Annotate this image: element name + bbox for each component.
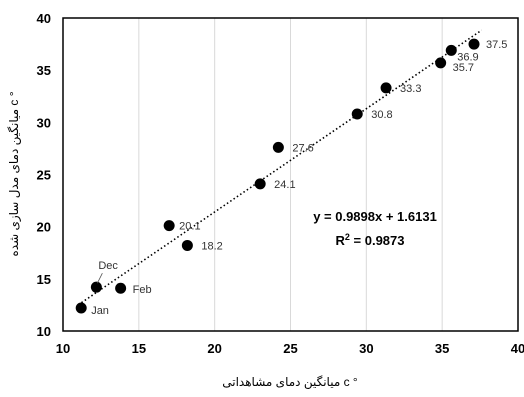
x-axis-title: میانگین دمای مشاهداتی c °: [222, 375, 358, 390]
r-squared-superscript: 2: [345, 232, 350, 242]
x-tick-label: 20: [207, 341, 221, 356]
data-label: 36.9: [457, 51, 478, 63]
x-tick-label: 35: [435, 341, 449, 356]
data-point: [115, 282, 127, 294]
r-squared-value: = 0.9873: [350, 233, 405, 248]
r-squared-symbol: R: [336, 233, 346, 248]
data-point: [380, 82, 392, 94]
trendline: [77, 29, 483, 306]
trendline-layer: [77, 29, 483, 306]
data-point: [254, 178, 266, 190]
data-point: [468, 38, 480, 50]
y-tick-label: 10: [37, 324, 51, 339]
y-tick-label: 35: [37, 63, 51, 78]
x-tick-label: 25: [283, 341, 297, 356]
plot-area-border: [62, 17, 519, 332]
data-label: 18.2: [201, 240, 222, 252]
data-label: 35.7: [453, 62, 474, 74]
data-point: [90, 281, 102, 293]
data-point: [435, 57, 447, 69]
data-point: [163, 220, 175, 232]
data-label: Feb: [133, 284, 152, 296]
data-label: 33.3: [400, 83, 421, 95]
data-point: [272, 141, 284, 153]
y-tick-label: 30: [37, 115, 51, 130]
data-label: 30.8: [371, 109, 392, 121]
y-tick-label: 20: [37, 220, 51, 235]
data-points: [75, 38, 480, 314]
data-label: Dec: [98, 260, 118, 272]
data-point: [181, 239, 193, 251]
data-labels: Jan Feb Dec 20.118.2 24.1 27.6 30.8 33.3 35.736.…: [91, 39, 507, 317]
x-tick-label: 40: [511, 341, 524, 356]
y-tick-label: 40: [37, 11, 51, 26]
tick-labels: 10 15 20 25 30 35 40 10 15 20 25 30 35 40: [37, 11, 524, 356]
axes-layer: [62, 17, 519, 332]
y-tick-label: 15: [37, 272, 51, 287]
x-tick-label: 30: [359, 341, 373, 356]
grid-layer: [138, 18, 443, 331]
x-tick-label: 10: [56, 341, 70, 356]
x-tick-label: 15: [132, 341, 146, 356]
r-squared: R2 = 0.9873: [336, 232, 405, 248]
y-tick-label: 25: [37, 168, 51, 183]
data-label: 27.6: [292, 142, 313, 154]
data-point: [75, 302, 87, 314]
y-axis-title: میانگین دمای مدل سازی شده c °: [7, 91, 22, 256]
data-label: 20.1: [179, 221, 200, 233]
data-label: 24.1: [274, 179, 295, 191]
data-point: [351, 108, 363, 120]
data-point: [445, 44, 457, 56]
dec-leader-line: [97, 273, 103, 284]
regression-equation: y = 0.9898x + 1.6131: [313, 209, 437, 224]
data-label: Jan: [91, 305, 109, 317]
data-label: 37.5: [486, 39, 507, 51]
